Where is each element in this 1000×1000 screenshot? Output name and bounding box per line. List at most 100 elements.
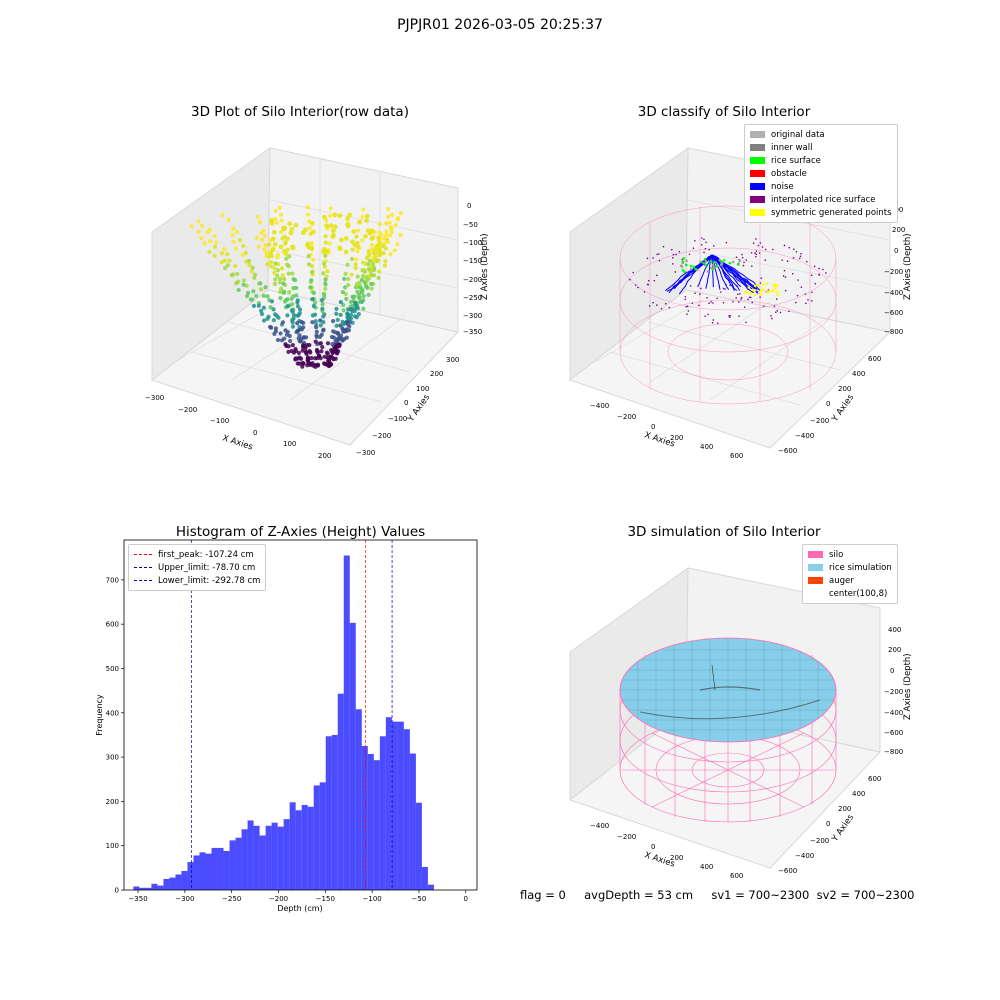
legend-line — [134, 554, 152, 555]
histogram-bar — [169, 877, 176, 890]
simulation-x-tick: 400 — [700, 863, 713, 871]
legend-entry: silo — [808, 548, 892, 561]
y-tick-label: 700 — [106, 576, 119, 584]
histogram-bar — [427, 884, 434, 890]
raw-x-tick: 200 — [318, 452, 331, 460]
simulation-z-tick: −600 — [884, 729, 903, 737]
simulation-z-tick: −400 — [884, 709, 903, 717]
legend-swatch — [750, 157, 765, 164]
legend-swatch — [808, 564, 823, 571]
histogram-bar — [421, 866, 428, 890]
raw-z-tick: −250 — [463, 294, 482, 302]
raw-panel-title: 3D Plot of Silo Interior(row data) — [191, 104, 409, 120]
histogram-bar — [235, 837, 242, 890]
histogram-bar — [331, 734, 338, 890]
classify-y-tick: 200 — [838, 385, 851, 393]
y-tick-label: 0 — [115, 887, 119, 895]
simulation-y-tick: 600 — [868, 775, 881, 783]
legend-entry: Lower_limit: -292.78 cm — [134, 574, 260, 587]
classify-y-tick: 600 — [868, 355, 881, 363]
legend-swatch — [808, 551, 823, 558]
simulation-z-label: Z Axies (Depth) — [903, 653, 913, 720]
histogram-bar — [325, 736, 332, 890]
classify-x-tick: 200 — [670, 434, 683, 442]
legend-swatch — [808, 590, 823, 597]
histogram-bar — [409, 753, 416, 890]
raw-z-tick: −350 — [463, 328, 482, 336]
classify-z-tick: −600 — [884, 309, 903, 317]
raw-x-tick: −300 — [145, 394, 164, 402]
histogram-bar — [157, 885, 164, 890]
x-tick-label: −350 — [128, 895, 147, 903]
histogram-bar — [253, 825, 260, 890]
simulation-y-tick: 0 — [826, 820, 830, 828]
raw-y-tick: 100 — [416, 385, 429, 393]
classify-z-tick: 0 — [894, 247, 898, 255]
legend-entry: first_peak: -107.24 cm — [134, 548, 260, 561]
histogram-bar — [271, 822, 278, 890]
simulation-z-tick: 200 — [888, 646, 901, 654]
histogram-y-ticks: 0 100 200 300 400 500 600 700 — [106, 576, 124, 895]
raw-y-tick: 200 — [430, 370, 443, 378]
legend-entry: Upper_limit: -78.70 cm — [134, 561, 260, 574]
legend-swatch — [750, 183, 765, 190]
histogram-bar — [223, 851, 230, 890]
rice-simulation-surface — [619, 637, 837, 743]
classify-y-tick: 0 — [826, 400, 830, 408]
raw-z-tick: −300 — [463, 312, 482, 320]
legend-entry: interpolated rice surface — [750, 193, 892, 206]
histogram-bar — [139, 887, 146, 890]
legend-swatch — [750, 209, 765, 216]
raw-y-tick: −200 — [372, 432, 391, 440]
histogram-y-label: Frequency — [95, 694, 104, 736]
histogram-bar — [199, 852, 206, 890]
raw-y-tick: 0 — [404, 399, 408, 407]
classify-x-tick: 400 — [700, 443, 713, 451]
y-tick-label: 100 — [106, 842, 119, 850]
classify-z-label: Z Axies (Depth) — [903, 233, 913, 300]
legend-swatch — [750, 196, 765, 203]
classify-point-cloud — [629, 237, 827, 325]
classify-z-tick: −800 — [884, 328, 903, 336]
histogram-bar — [277, 826, 284, 890]
histogram-bar — [133, 886, 140, 890]
histogram-bar — [205, 853, 212, 890]
raw-y-tick: −100 — [388, 415, 407, 423]
raw-z-tick: −100 — [463, 239, 482, 247]
simulation-z-tick: −200 — [884, 688, 903, 696]
simulation-x-tick: 200 — [670, 854, 683, 862]
legend-swatch — [808, 577, 823, 584]
histogram-title: Histogram of Z-Axies (Height) Values — [175, 524, 426, 540]
x-tick-label: −50 — [412, 895, 427, 903]
raw-point-cloud — [189, 205, 403, 369]
classify-x-tick: −400 — [590, 402, 609, 410]
simulation-x-tick: 0 — [651, 843, 655, 851]
histogram-bar — [319, 782, 326, 890]
simulation-y-tick: −600 — [778, 867, 797, 875]
classify-legend: original data inner wall rice surface ob… — [744, 124, 898, 223]
x-tick-label: −250 — [222, 895, 241, 903]
legend-entry: original data — [750, 128, 892, 141]
x-tick-label: −150 — [316, 895, 335, 903]
histogram-bar — [355, 709, 362, 890]
classify-x-tick: 0 — [651, 423, 655, 431]
x-tick-label: −100 — [363, 895, 382, 903]
legend-entry: obstacle — [750, 167, 892, 180]
histogram-bar — [301, 804, 308, 890]
histogram-bar — [151, 883, 158, 890]
histogram-bar — [259, 835, 266, 890]
figure-title: PJPJR01 2026-03-05 20:25:37 — [397, 17, 603, 33]
simulation-y-label: Y Axies — [830, 812, 857, 844]
classify-x-tick: 600 — [730, 452, 743, 460]
simulation-x-tick: −200 — [617, 833, 636, 841]
histogram-frame — [123, 539, 478, 891]
raw-z-label: Z Axies (Depth) — [480, 233, 490, 300]
histogram-bar — [181, 870, 188, 890]
simulation-y-tick: 200 — [838, 805, 851, 813]
x-tick-label: −300 — [175, 895, 194, 903]
raw-y-tick: −300 — [356, 449, 375, 457]
classify-x-tick: −200 — [617, 413, 636, 421]
simulation-z-tick: −800 — [884, 748, 903, 756]
legend-entry: rice surface — [750, 154, 892, 167]
